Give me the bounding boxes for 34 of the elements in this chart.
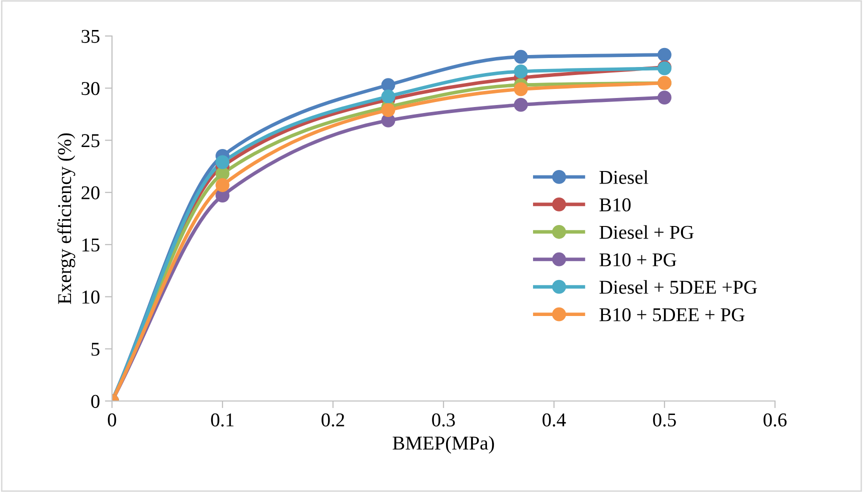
- point: [381, 103, 396, 117]
- legend-label: B10: [599, 198, 631, 212]
- legend-label: Diesel: [599, 170, 648, 184]
- point: [381, 78, 396, 92]
- legend-label: Diesel + 5DEE +PG: [599, 280, 757, 294]
- legend-label: Diesel + PG: [599, 225, 694, 239]
- y-tick-label: 5: [92, 342, 100, 356]
- x-tick-label: 0.3: [432, 413, 455, 427]
- y-tick-label: 35: [82, 30, 100, 43]
- point: [514, 50, 528, 64]
- x-tick-label: 0.6: [764, 413, 787, 427]
- y-tick-label: 20: [82, 186, 100, 200]
- point: [514, 98, 528, 112]
- y-tick-label: 10: [82, 290, 100, 304]
- x-tick-label: 0.2: [322, 413, 344, 427]
- legend-label: B10 + PG: [599, 253, 676, 266]
- x-tick-label: 0.4: [542, 413, 566, 427]
- y-tick-label: 30: [82, 82, 100, 96]
- point: [514, 82, 528, 96]
- y-tick-label: 15: [82, 238, 100, 252]
- point: [216, 178, 230, 192]
- point: [381, 90, 396, 104]
- y-axis-title: Exergy efficiency (%): [57, 133, 76, 304]
- x-axis-title: BMEP(MPa): [392, 436, 494, 454]
- point: [658, 48, 672, 62]
- point: [216, 155, 230, 170]
- y-tick-label: 0: [91, 394, 100, 408]
- x-tick-label: 0.1: [211, 413, 234, 427]
- x-tick-label: 0.5: [653, 413, 676, 427]
- x-tick-label: 0: [108, 413, 116, 426]
- legend-label: B10 + 5DEE + PG: [599, 308, 744, 322]
- y-tick-label: 25: [82, 134, 100, 148]
- point: [658, 90, 672, 104]
- point: [514, 64, 528, 78]
